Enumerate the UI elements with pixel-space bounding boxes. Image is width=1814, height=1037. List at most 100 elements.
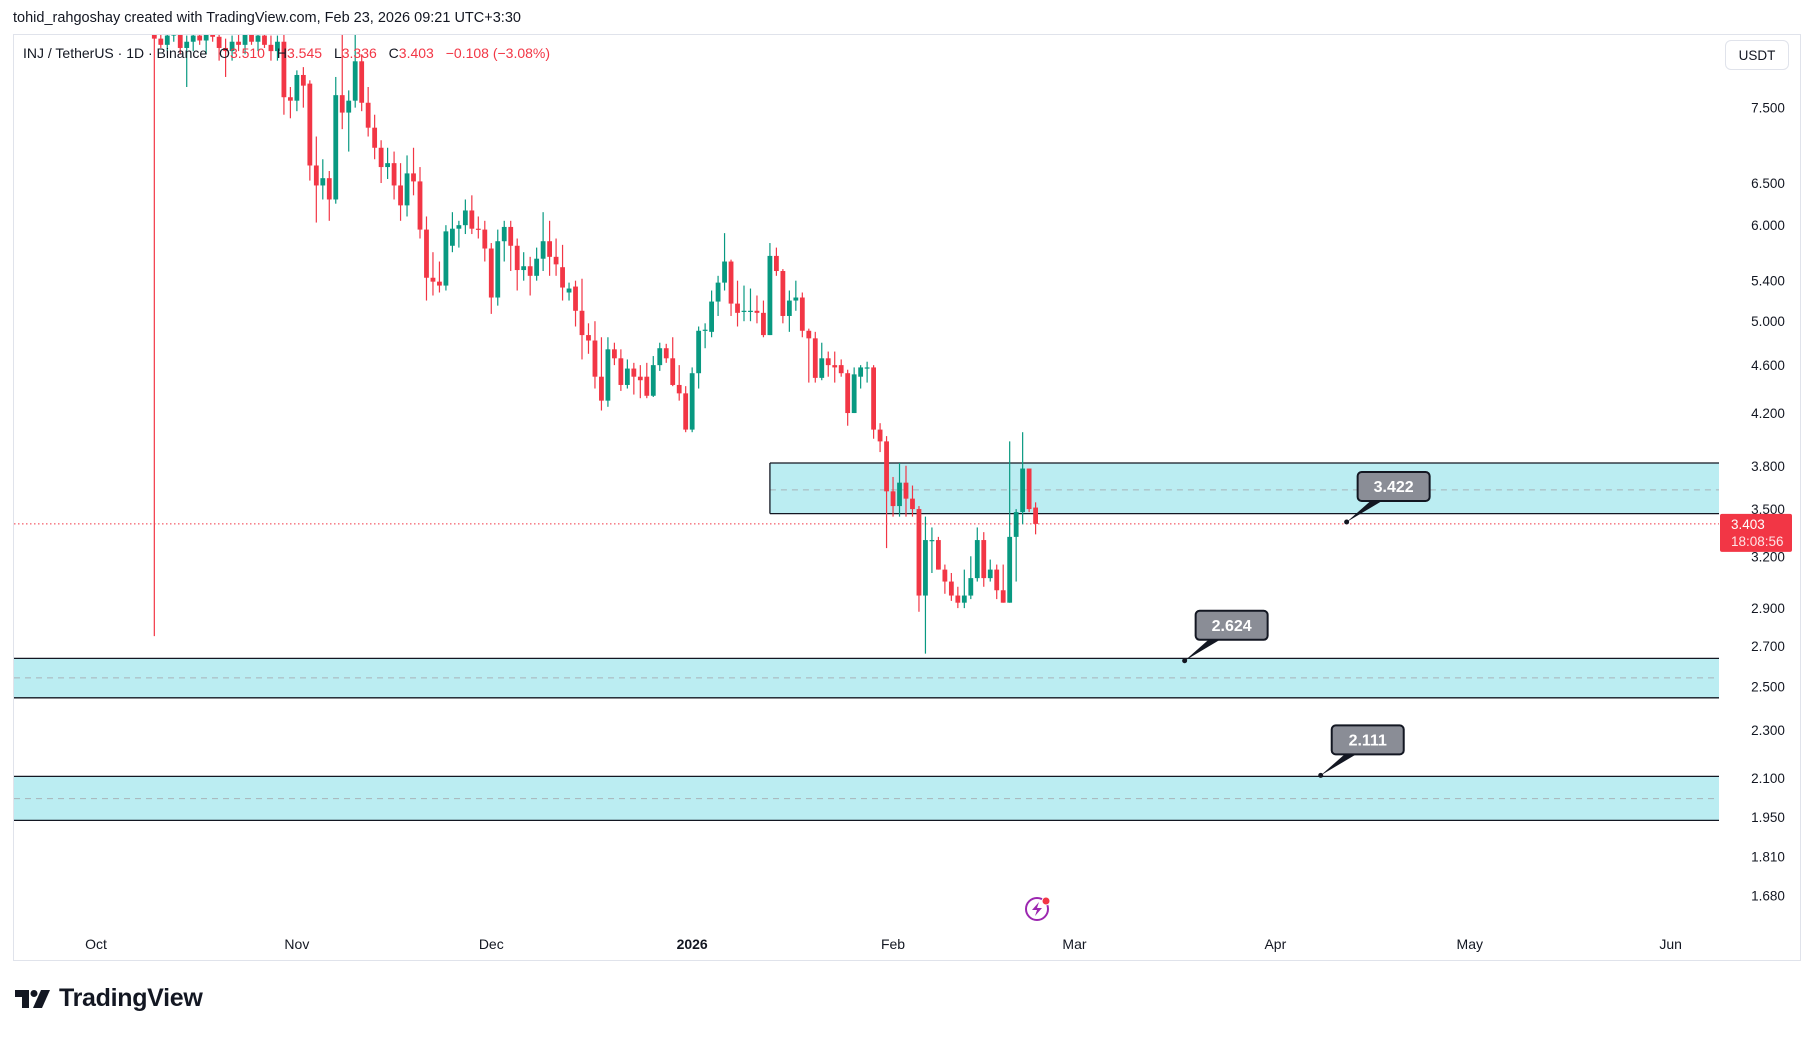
price-callout[interactable]: 2.111: [1318, 724, 1405, 778]
candle-body: [385, 163, 390, 168]
price-axis-scroll-area[interactable]: [1719, 35, 1720, 930]
candle: [288, 86, 293, 119]
callout-anchor: [1182, 658, 1188, 664]
candle: [955, 586, 961, 609]
candle-body: [838, 365, 844, 374]
candle: [806, 328, 812, 383]
candle: [268, 35, 274, 61]
candle-body: [663, 348, 669, 359]
candle-body: [599, 376, 604, 401]
candle-body: [203, 35, 209, 41]
candle-body: [398, 185, 403, 206]
candle: [171, 35, 177, 42]
candle: [1013, 509, 1019, 582]
tradingview-logo[interactable]: TradingView: [15, 984, 203, 1013]
candle: [566, 282, 572, 301]
time-axis-label: Dec: [479, 936, 504, 952]
candle-body: [482, 229, 488, 249]
candle: [871, 365, 876, 439]
candle: [313, 136, 319, 223]
candle: [877, 423, 883, 453]
candle-body: [326, 178, 332, 200]
candle-body: [307, 83, 313, 166]
candle: [845, 369, 851, 426]
support-zone-2[interactable]: [14, 775, 1719, 822]
price-axis-label: 5.400: [1751, 274, 1785, 289]
candle-body: [164, 35, 170, 45]
candle-body: [540, 241, 546, 259]
bar-countdown: 18:08:56: [1731, 534, 1784, 549]
candle: [851, 367, 857, 414]
candle-body: [527, 266, 533, 276]
candle: [599, 337, 604, 411]
candle-body: [793, 297, 799, 301]
candle-body: [501, 226, 507, 242]
symbol-title[interactable]: INJ / TetherUS · 1D · Binance: [23, 45, 208, 61]
candle: [534, 247, 540, 281]
candle: [262, 35, 267, 48]
candle: [715, 275, 721, 316]
support-zone-1[interactable]: [14, 657, 1719, 699]
candle-body: [437, 281, 442, 286]
candle: [437, 261, 442, 293]
candle: [300, 67, 306, 108]
candle-body: [255, 35, 261, 42]
price-axis-label: 1.810: [1751, 849, 1785, 864]
price-callout[interactable]: 3.422: [1344, 471, 1431, 525]
candle-body: [404, 173, 410, 206]
candle-body: [573, 286, 578, 311]
candle: [255, 35, 261, 52]
candle: [190, 35, 196, 52]
candle: [184, 35, 190, 87]
candle-body: [1033, 507, 1038, 524]
candle: [294, 70, 300, 112]
candle-body: [1013, 512, 1019, 537]
candle-body: [171, 35, 177, 36]
tradingview-logo-icon: [15, 989, 50, 1008]
candle: [365, 86, 371, 137]
candle: [242, 35, 248, 55]
candle: [910, 485, 915, 517]
candle: [786, 290, 792, 332]
candle: [916, 506, 922, 612]
candle-body: [450, 228, 455, 246]
candle-body: [858, 367, 864, 377]
candle-body: [774, 255, 779, 272]
candle: [443, 225, 449, 291]
price-callout[interactable]: 2.624: [1182, 609, 1269, 664]
candle: [514, 238, 520, 291]
price-axis-label: 2.100: [1751, 771, 1785, 786]
candle: [819, 342, 825, 381]
candle: [158, 35, 164, 48]
candle: [799, 292, 805, 338]
candle: [1033, 502, 1038, 535]
resistance-zone[interactable]: [769, 462, 1719, 515]
open-value: 3.510: [229, 45, 265, 61]
candle-body: [825, 358, 831, 366]
alert-lightning-icon[interactable]: [1025, 896, 1051, 921]
candle-body: [709, 301, 714, 332]
candle-body: [462, 210, 468, 226]
candle: [774, 247, 779, 276]
candle: [508, 220, 514, 272]
candle-body: [352, 61, 358, 101]
candle: [333, 76, 339, 204]
candle: [605, 337, 611, 407]
candle-body: [715, 282, 721, 302]
candle-body: [579, 310, 585, 336]
candle: [592, 321, 598, 389]
candle: [346, 90, 352, 152]
candle-body: [469, 210, 475, 229]
candle-body: [508, 226, 514, 246]
candle-body: [223, 47, 228, 52]
candle: [527, 256, 533, 296]
candle: [216, 35, 222, 61]
currency-button[interactable]: USDT: [1725, 40, 1789, 70]
candle-body: [242, 35, 248, 45]
candle: [890, 476, 896, 517]
candle: [767, 243, 773, 336]
candle-body: [372, 127, 378, 148]
candle: [456, 220, 462, 248]
candle: [748, 288, 753, 322]
